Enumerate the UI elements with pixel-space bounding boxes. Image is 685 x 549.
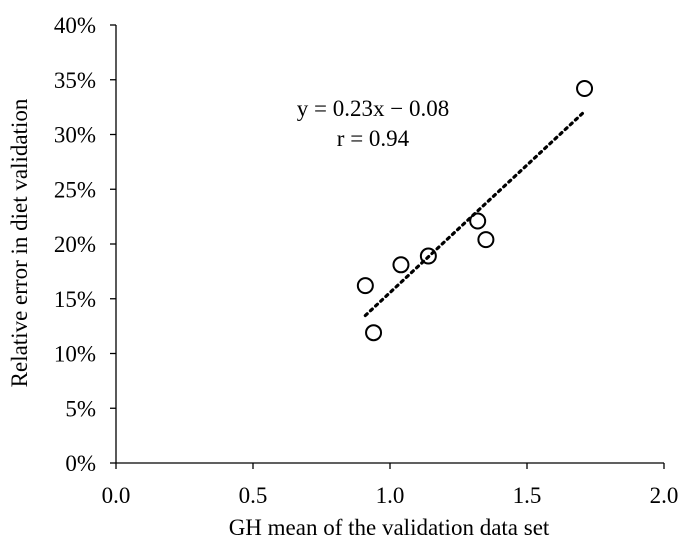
data-point [477, 231, 495, 249]
equation-annotation: y = 0.23x − 0.08 [297, 96, 449, 121]
x-tick-label: 1.0 [376, 483, 405, 508]
x-tick-label: 0.5 [239, 483, 268, 508]
y-tick-label: 30% [54, 123, 96, 148]
data-point [365, 324, 383, 342]
x-tick-label: 1.5 [513, 483, 542, 508]
data-point [419, 247, 437, 265]
y-tick-label: 10% [54, 342, 96, 367]
y-tick-label: 5% [65, 396, 96, 421]
y-axis-label: Relative error in diet validation [7, 98, 32, 387]
x-axis-label: GH mean of the validation data set [229, 515, 550, 540]
r-value-annotation: r = 0.94 [337, 126, 410, 151]
data-point [469, 212, 487, 230]
y-tick-label: 20% [54, 232, 96, 257]
data-point [356, 277, 374, 295]
points-layer [356, 80, 594, 342]
axes-layer: 0% 5% 10% 15% 20% 25% 30% 35% 40% 0.0 0.5 1.0 1.5 2.0 [54, 13, 679, 508]
x-tick-label: 0.0 [102, 483, 131, 508]
y-tick-label: 35% [54, 68, 96, 93]
x-tick-label: 2.0 [650, 483, 679, 508]
y-tick-label: 15% [54, 287, 96, 312]
y-tick-label: 25% [54, 177, 96, 202]
y-tick-label: 40% [54, 13, 96, 38]
y-tick-label: 0% [65, 451, 96, 476]
data-point [392, 256, 410, 274]
data-point [576, 80, 594, 98]
